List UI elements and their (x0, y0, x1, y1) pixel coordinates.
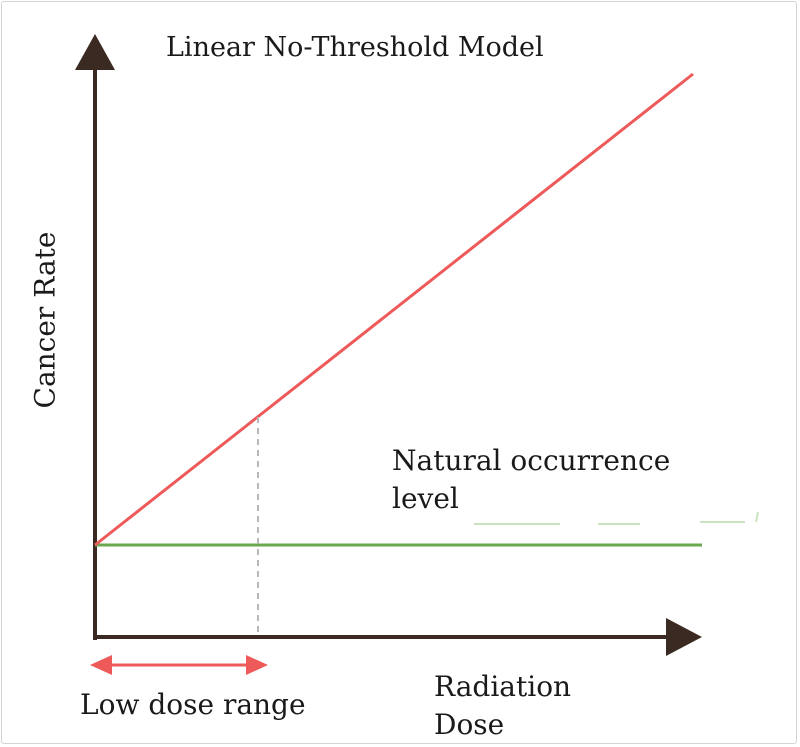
natural-occurrence-label-line1: Natural occurrence (392, 444, 671, 477)
x-axis-label-line2: Dose (434, 708, 505, 741)
natural-occurrence-label-line2: level (392, 482, 459, 515)
low-dose-range-arrowhead-left (90, 655, 112, 675)
diagram-title: Linear No-Threshold Model (166, 32, 544, 63)
natural-level-artifact (474, 511, 759, 525)
linear-no-threshold-line (94, 72, 694, 547)
x-axis-label: Radiation Dose (434, 668, 571, 744)
natural-occurrence-label: Natural occurrence level (392, 442, 670, 518)
low-dose-range-label: Low dose range (80, 688, 306, 721)
y-axis-label: Cancer Rate (28, 231, 62, 409)
y-axis-arrowhead (75, 34, 115, 70)
x-axis-arrowhead (666, 618, 702, 656)
low-dose-range-arrowhead-right (246, 655, 268, 675)
x-axis-label-line1: Radiation (434, 670, 572, 703)
